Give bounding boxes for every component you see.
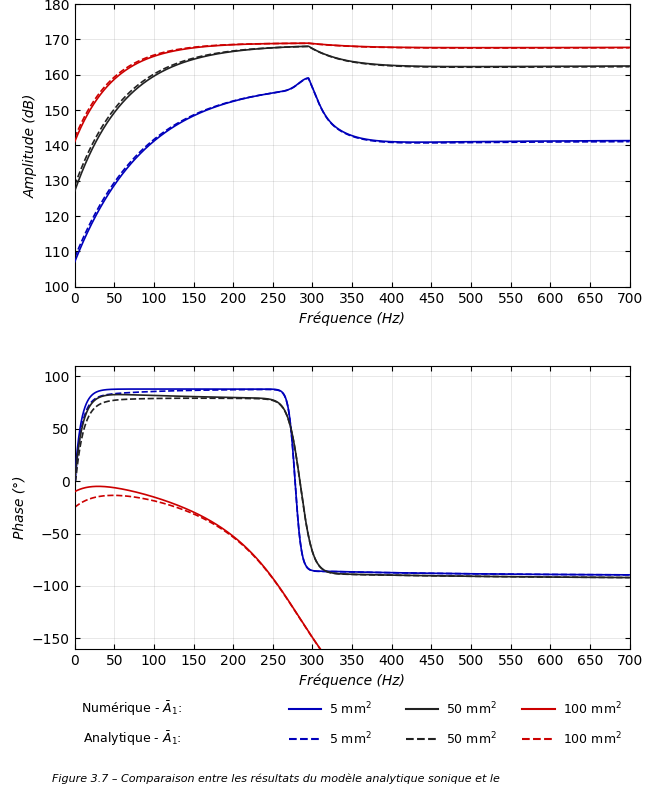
Text: Analytique - $\bar{A}_1$:: Analytique - $\bar{A}_1$: xyxy=(83,729,182,748)
Text: 50 mm$^2$: 50 mm$^2$ xyxy=(446,731,497,747)
Text: 5 mm$^2$: 5 mm$^2$ xyxy=(329,701,372,717)
Text: Figure 3.7 – Comparaison entre les résultats du modèle analytique sonique et le: Figure 3.7 – Comparaison entre les résul… xyxy=(52,773,500,784)
X-axis label: Fréquence (Hz): Fréquence (Hz) xyxy=(299,673,405,688)
Text: 100 mm$^2$: 100 mm$^2$ xyxy=(563,731,622,747)
Text: 50 mm$^2$: 50 mm$^2$ xyxy=(446,701,497,717)
X-axis label: Fréquence (Hz): Fréquence (Hz) xyxy=(299,312,405,326)
Text: 100 mm$^2$: 100 mm$^2$ xyxy=(563,701,622,717)
Y-axis label: Amplitude (dB): Amplitude (dB) xyxy=(24,93,38,198)
Text: Numérique - $\bar{A}_1$:: Numérique - $\bar{A}_1$: xyxy=(80,699,182,718)
Y-axis label: Phase (°): Phase (°) xyxy=(12,476,26,539)
Text: 5 mm$^2$: 5 mm$^2$ xyxy=(329,731,372,747)
